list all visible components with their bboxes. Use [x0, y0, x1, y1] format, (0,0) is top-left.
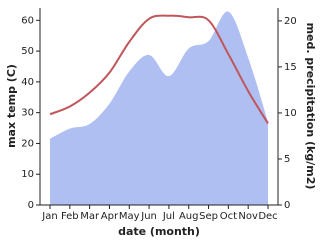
x-tick-label: Jun	[140, 211, 157, 222]
y2-tick-label: 15	[284, 62, 297, 73]
x-tick-label: Jan	[41, 211, 57, 222]
x-tick-label: Apr	[101, 211, 119, 222]
y-tick-label: 10	[21, 169, 34, 180]
x-tick-label: May	[119, 211, 140, 222]
y-tick-label: 30	[21, 108, 34, 119]
y2-tick-label: 10	[284, 108, 297, 119]
y-tick-label: 60	[21, 15, 34, 26]
plot	[49, 11, 269, 206]
y2-tick-label: 0	[284, 200, 290, 211]
y-axis-title: max temp (C)	[5, 64, 18, 148]
x-axis-title: date (month)	[118, 225, 200, 238]
x-tick-label: Oct	[220, 211, 237, 222]
x-tick-label: Dec	[258, 211, 277, 222]
area	[50, 11, 268, 206]
y-tick-label: 50	[21, 46, 34, 57]
x-tick-label: Nov	[238, 211, 258, 222]
y2-tick-label: 20	[284, 16, 297, 27]
y2-axis-title: med. precipitation (kg/m2)	[304, 23, 317, 190]
line	[49, 14, 269, 124]
y-tick-label: 20	[21, 138, 34, 149]
y-tick-label: 0	[28, 200, 34, 211]
x-tick-label: Feb	[61, 211, 79, 222]
x-tick-label: Jul	[162, 211, 175, 222]
x-tick-label: Sep	[199, 211, 218, 222]
y2-tick-label: 5	[284, 154, 290, 165]
y-tick-label: 40	[21, 77, 34, 88]
x-tick-label: Mar	[80, 211, 100, 222]
x-tick-label: Aug	[179, 211, 199, 222]
